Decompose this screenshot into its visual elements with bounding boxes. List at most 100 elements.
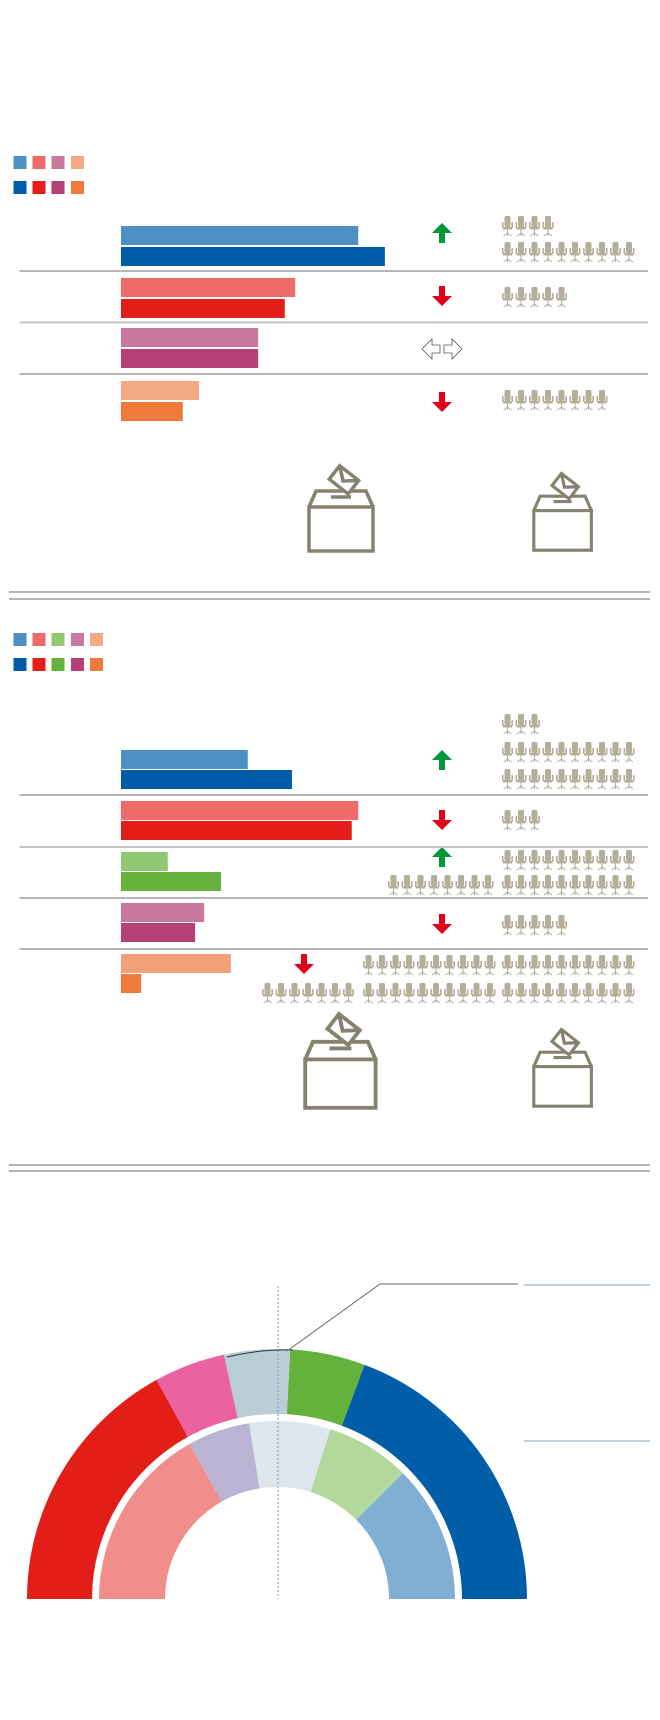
office-chair-icon <box>596 769 608 790</box>
chair-back <box>485 875 491 886</box>
chair-seat <box>391 966 400 969</box>
chair-arm <box>542 293 545 299</box>
chair-back <box>626 242 632 253</box>
chair-base <box>611 755 620 763</box>
office-chair-icon <box>569 955 581 976</box>
office-chair-icon <box>583 769 594 790</box>
chair-seat <box>472 966 481 969</box>
chair-base <box>557 863 566 871</box>
office-chair-icon <box>610 769 621 790</box>
office-chair-icon <box>623 850 635 871</box>
chair-arm <box>511 293 513 299</box>
party-row <box>121 223 452 266</box>
chair-base <box>431 968 441 976</box>
chair-arm <box>515 989 518 995</box>
chair-arm <box>399 989 401 995</box>
chair-back <box>332 983 338 994</box>
chair-back <box>531 955 538 966</box>
chair-arm <box>480 989 482 995</box>
chair-arm <box>596 961 599 967</box>
chair-arm <box>515 921 518 927</box>
chair-base <box>503 928 512 936</box>
chair-arm <box>343 989 345 995</box>
chair-back <box>404 875 410 886</box>
chair-back <box>572 390 578 401</box>
chair-back <box>545 390 551 401</box>
chair-arm <box>551 748 554 754</box>
chair-back <box>626 769 632 780</box>
arrow-down-icon <box>432 286 452 306</box>
chair-arm <box>502 720 504 726</box>
chair-arm <box>610 961 612 967</box>
legend-swatch-current <box>51 658 65 671</box>
outer-ring-segment <box>156 1354 238 1437</box>
chair-seat <box>597 253 607 256</box>
chair-arm <box>451 881 453 887</box>
chair-seat <box>377 966 387 969</box>
arrow-down-icon <box>432 392 452 412</box>
chair-arm <box>444 989 446 995</box>
office-chair-icon <box>302 983 314 1004</box>
chair-seat <box>584 994 593 997</box>
office-chair-icon <box>556 242 567 263</box>
chair-back <box>531 714 538 725</box>
chair-arm <box>524 748 527 754</box>
office-chair-icon <box>515 915 527 936</box>
chair-base <box>624 863 634 871</box>
chair-arm <box>424 881 426 887</box>
chair-back <box>278 983 284 994</box>
chair-seat <box>364 966 373 969</box>
chair-base <box>458 968 468 976</box>
chair-seat <box>429 886 439 889</box>
chair-arm <box>605 248 608 254</box>
chair-arm <box>632 989 635 995</box>
legend-swatch-current <box>71 658 84 671</box>
chair-seat <box>416 886 425 889</box>
ballot-box-body <box>307 505 375 553</box>
chair-seat <box>584 966 593 969</box>
chair-base <box>391 996 400 1004</box>
chair-seat <box>557 780 566 783</box>
office-chair-icon <box>542 769 554 790</box>
chair-arm <box>511 775 513 781</box>
chair-seat <box>431 994 441 997</box>
chair-back <box>291 983 298 994</box>
chair-arm <box>390 989 392 995</box>
chair-base <box>516 823 526 831</box>
ballot-box-icon <box>303 1011 378 1110</box>
chair-arm <box>376 989 379 995</box>
chair-seat <box>404 994 414 997</box>
chair-seat <box>624 886 634 889</box>
chair-base <box>543 888 553 896</box>
chair-seat <box>543 861 553 864</box>
chair-seat <box>584 861 593 864</box>
chair-seat <box>503 780 512 783</box>
legend-swatch-current <box>13 181 27 194</box>
chair-arm <box>524 248 527 254</box>
chair-back <box>612 955 619 966</box>
chair-base <box>276 996 286 1004</box>
chair-seat <box>543 994 553 997</box>
chair-base <box>557 782 566 790</box>
chair-arm <box>484 989 487 995</box>
chair-seat <box>570 780 580 783</box>
chair-arm <box>376 961 379 967</box>
chair-back <box>518 242 524 253</box>
chair-arm <box>605 396 608 402</box>
legend-swatch-current <box>71 181 84 194</box>
office-chair-icon <box>515 216 527 237</box>
chair-seat <box>557 926 566 929</box>
chair-arm <box>469 881 471 887</box>
chair-back <box>504 742 511 753</box>
highlight-arc <box>226 1349 294 1358</box>
bar-current <box>121 247 385 266</box>
chair-base <box>516 968 526 976</box>
chair-arm <box>619 856 621 862</box>
chair-back <box>504 216 511 227</box>
office-chair-icon <box>610 955 621 976</box>
chair-back <box>545 242 551 253</box>
chair-base <box>570 255 580 263</box>
chair-back <box>518 769 524 780</box>
chair-arm <box>632 856 635 862</box>
ballot-box-lid <box>532 494 593 512</box>
